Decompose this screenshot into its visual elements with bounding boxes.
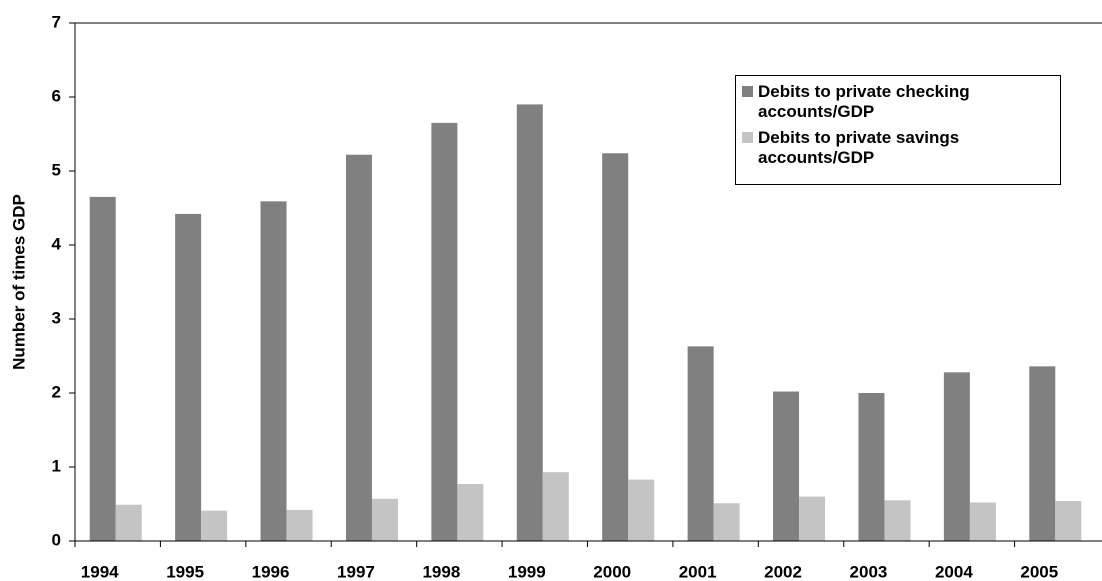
x-tick-label: 2004 xyxy=(935,562,973,581)
bar xyxy=(713,503,740,541)
y-tick-label: 3 xyxy=(52,308,61,327)
bar xyxy=(371,498,398,541)
bar xyxy=(516,104,543,542)
bar xyxy=(431,122,458,542)
bar xyxy=(115,504,142,541)
x-tick-label: 1997 xyxy=(337,562,375,581)
bar xyxy=(542,472,569,541)
y-axis-label: Number of times GDP xyxy=(9,194,28,370)
y-tick-label: 1 xyxy=(52,456,61,475)
x-tick-label: 1995 xyxy=(166,562,204,581)
bar xyxy=(858,393,885,541)
y-tick-label: 2 xyxy=(52,382,61,401)
bar xyxy=(602,153,629,542)
bar xyxy=(969,502,996,541)
bar xyxy=(943,372,970,541)
bar xyxy=(201,510,228,541)
bar xyxy=(457,484,484,541)
x-tick-label: 1999 xyxy=(508,562,546,581)
y-tick-label: 0 xyxy=(52,530,61,549)
bar xyxy=(286,509,313,541)
bar xyxy=(687,346,714,541)
x-tick-label: 1994 xyxy=(81,562,119,581)
bar xyxy=(799,496,826,541)
legend: Debits to private checking accounts/GDP D… xyxy=(735,75,1061,185)
bar xyxy=(628,479,655,541)
y-tick-label: 5 xyxy=(52,160,61,179)
x-tick-label: 2001 xyxy=(679,562,717,581)
legend-label: Debits to private checking accounts/GDP xyxy=(758,82,970,121)
y-tick-label: 7 xyxy=(52,12,61,31)
bar xyxy=(260,201,287,541)
x-tick-label: 2000 xyxy=(593,562,631,581)
x-tick-label: 1996 xyxy=(252,562,290,581)
x-tick-label: 2005 xyxy=(1020,562,1058,581)
bar xyxy=(175,213,202,542)
bar xyxy=(1055,501,1082,541)
bar xyxy=(1029,366,1056,541)
legend-item: Debits to private checking accounts/GDP xyxy=(742,82,1054,122)
x-tick-label: 1998 xyxy=(422,562,460,581)
bar xyxy=(773,391,800,541)
bar xyxy=(345,154,372,541)
y-tick-label: 4 xyxy=(52,234,62,253)
legend-label: Debits to private savings accounts/GDP xyxy=(758,128,960,167)
y-tick-label: 6 xyxy=(52,86,61,105)
legend-item: Debits to private savings accounts/GDP xyxy=(742,128,1054,168)
bar xyxy=(884,500,911,541)
x-tick-label: 2003 xyxy=(850,562,888,581)
legend-swatch xyxy=(742,132,753,143)
legend-swatch xyxy=(742,86,753,97)
bar xyxy=(89,196,116,541)
x-tick-label: 2002 xyxy=(764,562,802,581)
